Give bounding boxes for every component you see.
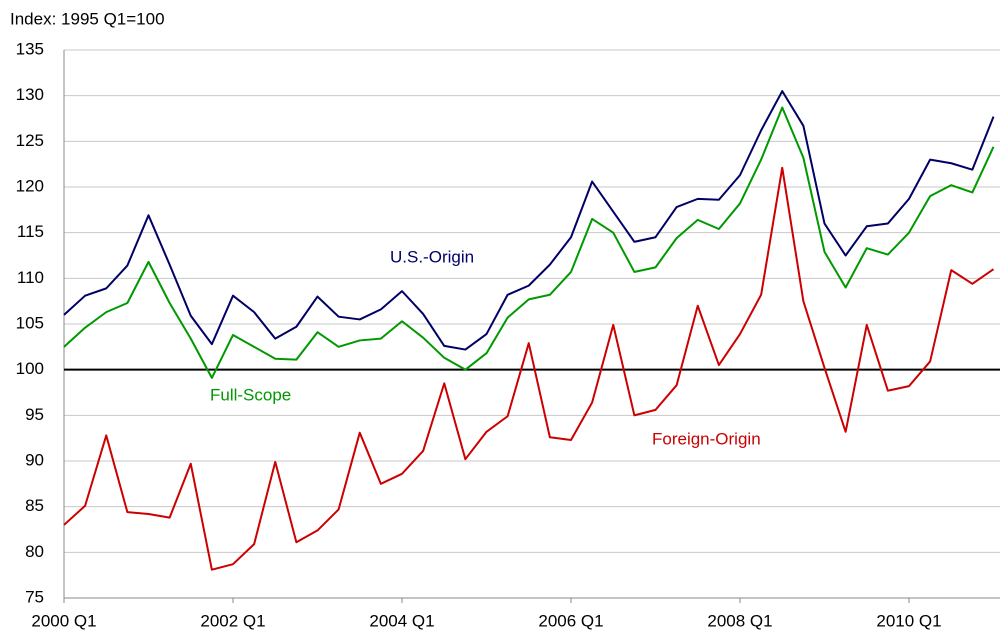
y-tick-label: 100 [16, 359, 44, 378]
x-tick-label: 2008 Q1 [707, 611, 772, 630]
series-label: Foreign-Origin [652, 429, 761, 448]
y-tick-label: 105 [16, 313, 44, 332]
y-tick-label: 90 [25, 450, 44, 469]
y-tick-label: 125 [16, 131, 44, 150]
series-line [63, 90, 995, 351]
x-tick-label: 2002 Q1 [200, 611, 265, 630]
y-tick-label: 120 [16, 176, 44, 195]
series-line [63, 166, 995, 571]
x-tick-label: 2010 Q1 [876, 611, 941, 630]
y-tick-label: 80 [25, 542, 44, 561]
y-tick-label: 110 [17, 268, 44, 287]
y-tick-label: 115 [17, 222, 44, 241]
y-tick-label: 85 [25, 496, 44, 515]
series-line [63, 106, 995, 379]
y-tick-label: 130 [16, 85, 44, 104]
series-label: U.S.-Origin [390, 247, 474, 266]
y-tick-label: 95 [25, 405, 44, 424]
x-tick-label: 2006 Q1 [538, 611, 603, 630]
y-tick-label: 75 [25, 587, 44, 606]
series-label: Full-Scope [210, 385, 291, 404]
y-tick-label: 135 [16, 39, 44, 58]
y-axis-label: Index: 1995 Q1=100 [10, 9, 165, 28]
x-tick-label: 2004 Q1 [369, 611, 434, 630]
x-tick-label: 2000 Q1 [31, 611, 96, 630]
